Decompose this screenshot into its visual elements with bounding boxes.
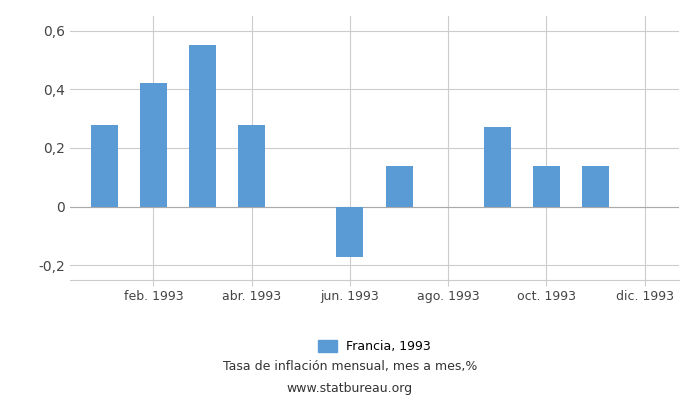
Bar (386, 166, 412, 207)
Bar (140, 84, 167, 207)
Bar (238, 124, 265, 207)
Legend: Francia, 1993: Francia, 1993 (313, 335, 436, 358)
Bar (484, 128, 511, 207)
Text: Tasa de inflación mensual, mes a mes,%: Tasa de inflación mensual, mes a mes,% (223, 360, 477, 373)
Bar (189, 45, 216, 207)
Bar (337, 207, 363, 256)
Text: www.statbureau.org: www.statbureau.org (287, 382, 413, 395)
Bar (533, 166, 560, 207)
Bar (582, 166, 609, 207)
Bar (91, 124, 118, 207)
